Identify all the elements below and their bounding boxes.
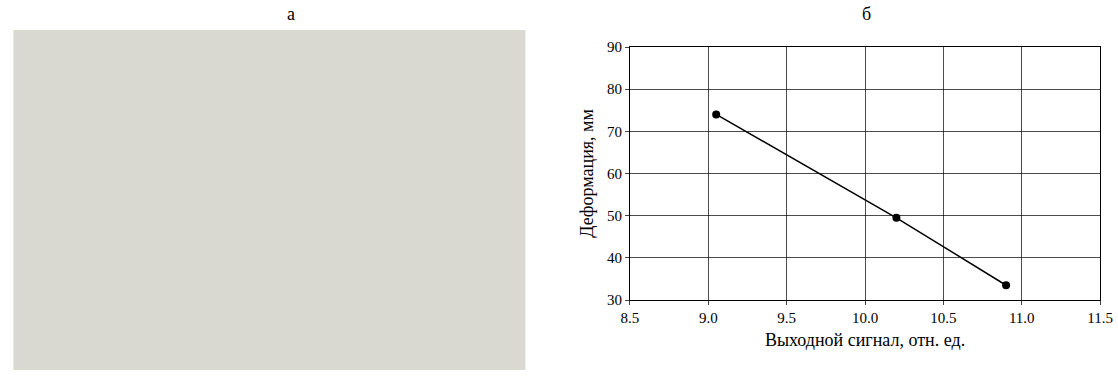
svg-text:60: 60 [607, 166, 622, 182]
svg-text:11.5: 11.5 [1087, 310, 1113, 326]
svg-text:10.5: 10.5 [930, 310, 956, 326]
svg-text:70: 70 [607, 124, 622, 140]
svg-text:80: 80 [607, 81, 622, 97]
svg-text:9.5: 9.5 [777, 310, 796, 326]
svg-text:90: 90 [607, 39, 622, 55]
svg-text:Деформация, мм: Деформация, мм [577, 109, 597, 238]
svg-text:50: 50 [607, 208, 622, 224]
svg-text:10.0: 10.0 [852, 310, 878, 326]
svg-text:Выходной сигнал, отн. ед.: Выходной сигнал, отн. ед. [765, 330, 965, 350]
svg-text:40: 40 [607, 250, 622, 266]
svg-text:30: 30 [607, 292, 622, 308]
svg-text:а: а [287, 4, 295, 24]
svg-text:8.5: 8.5 [621, 310, 640, 326]
svg-text:9.0: 9.0 [699, 310, 718, 326]
svg-text:б: б [862, 4, 871, 24]
svg-text:11.0: 11.0 [1009, 310, 1035, 326]
